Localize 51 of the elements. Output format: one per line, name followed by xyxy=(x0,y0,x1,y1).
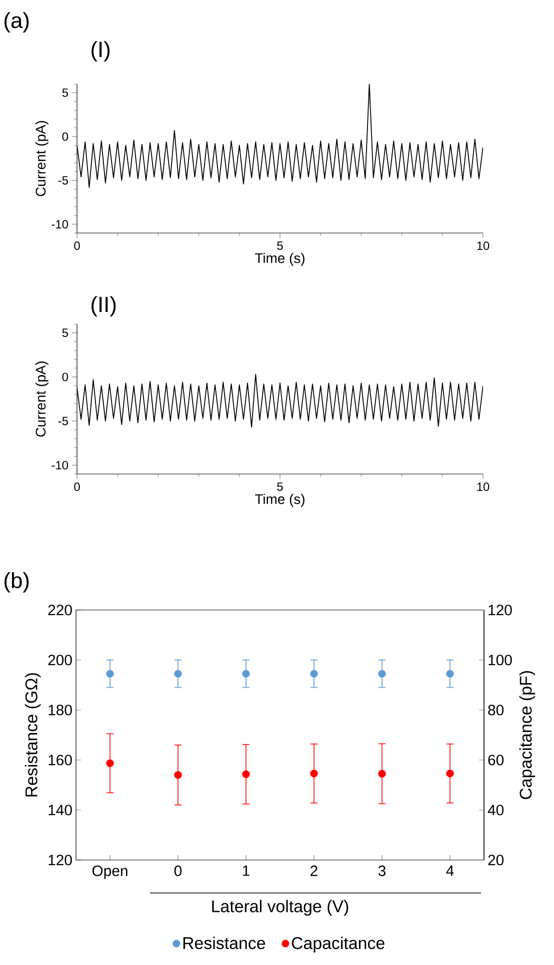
y-tick-label: 0 xyxy=(62,372,68,382)
point xyxy=(378,770,386,778)
y-tick-label: -5 xyxy=(58,176,68,185)
x-tick-label: 5 xyxy=(277,482,283,491)
chart-title: (II) xyxy=(92,296,116,317)
x-axis-title: Time (s) xyxy=(255,252,304,266)
x-axis-title: Lateral voltage (V) xyxy=(212,900,348,916)
point xyxy=(310,770,318,778)
x-tick-label: 0 xyxy=(74,482,80,491)
text: (a) xyxy=(4,12,29,33)
y-axis-title: Resistance (GΩ) xyxy=(24,673,41,796)
y-tick-label: 0 xyxy=(62,132,68,141)
y-tick-label: 220 xyxy=(48,604,72,616)
x-tick-label: 10 xyxy=(477,482,490,491)
y-tick-label: -10 xyxy=(52,220,68,228)
y-tick-label: 5 xyxy=(62,328,68,337)
y2-tick-label: 120 xyxy=(488,604,512,616)
legend-label: Capacitance xyxy=(292,936,384,952)
y-tick-label: -10 xyxy=(52,460,68,470)
y-axis-title: Current (pA) xyxy=(35,362,48,437)
point xyxy=(242,770,250,778)
y2-tick-label: 60 xyxy=(488,754,504,766)
point xyxy=(446,770,454,778)
y2-tick-label: 80 xyxy=(488,704,504,716)
y-tick-label: 140 xyxy=(48,804,72,816)
y-tick-label: 5 xyxy=(62,88,68,97)
chart-title: (b) xyxy=(4,572,29,593)
x-tick-label: 1 xyxy=(242,866,250,876)
point xyxy=(174,771,182,779)
chart-title: (I) xyxy=(92,41,110,62)
x-tick-label: 5 xyxy=(277,242,283,250)
x-tick-label: Open xyxy=(92,866,128,880)
point xyxy=(106,759,114,768)
y-tick-label: 180 xyxy=(48,704,72,716)
x-tick-label: 0 xyxy=(174,866,182,876)
y-tick-label: 200 xyxy=(48,654,72,666)
x-tick-label: 10 xyxy=(477,242,490,250)
y2-axis-title: Capacitance (pF) xyxy=(519,671,536,800)
x-tick-label: 0 xyxy=(74,242,80,250)
y-axis-title: Current (pA) xyxy=(35,121,48,196)
x-tick-label: 2 xyxy=(310,866,318,876)
y-tick-label: -5 xyxy=(58,416,68,426)
y-tick-label: 160 xyxy=(48,754,72,766)
x-tick-label: 4 xyxy=(446,866,454,876)
y-tick-label: 120 xyxy=(48,854,72,866)
x-axis-title: Time (s) xyxy=(255,494,304,507)
y2-tick-label: 40 xyxy=(488,804,504,816)
y2-tick-label: 20 xyxy=(488,854,504,866)
x-tick-label: 3 xyxy=(378,866,386,876)
legend-label: Resistance xyxy=(183,936,266,950)
y2-tick-label: 100 xyxy=(488,654,512,666)
